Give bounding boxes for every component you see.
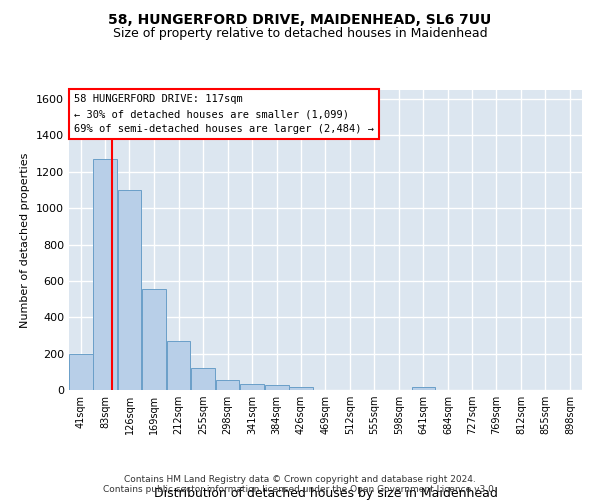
Bar (142, 289, 166, 390)
Bar (289, 388, 313, 390)
Bar (69, 354, 93, 390)
Bar (93, 159, 117, 390)
Text: 58 HUNGERFORD DRIVE: 117sqm
← 30% of detached houses are smaller (1,099)
69% of : 58 HUNGERFORD DRIVE: 117sqm ← 30% of det… (74, 94, 374, 134)
Bar (265, 386, 289, 390)
Bar (241, 384, 264, 390)
Y-axis label: Number of detached properties: Number of detached properties (20, 152, 31, 328)
Text: Contains HM Land Registry data © Crown copyright and database right 2024.: Contains HM Land Registry data © Crown c… (124, 476, 476, 484)
Bar (191, 368, 215, 390)
Text: Contains public sector information licensed under the Open Government Licence v3: Contains public sector information licen… (103, 486, 497, 494)
Bar (118, 190, 142, 390)
Bar (216, 380, 239, 390)
Text: 58, HUNGERFORD DRIVE, MAIDENHEAD, SL6 7UU: 58, HUNGERFORD DRIVE, MAIDENHEAD, SL6 7U… (109, 13, 491, 27)
Bar (167, 341, 190, 390)
Bar (412, 388, 435, 390)
X-axis label: Distribution of detached houses by size in Maidenhead: Distribution of detached houses by size … (154, 487, 497, 500)
Text: Size of property relative to detached houses in Maidenhead: Size of property relative to detached ho… (113, 28, 487, 40)
